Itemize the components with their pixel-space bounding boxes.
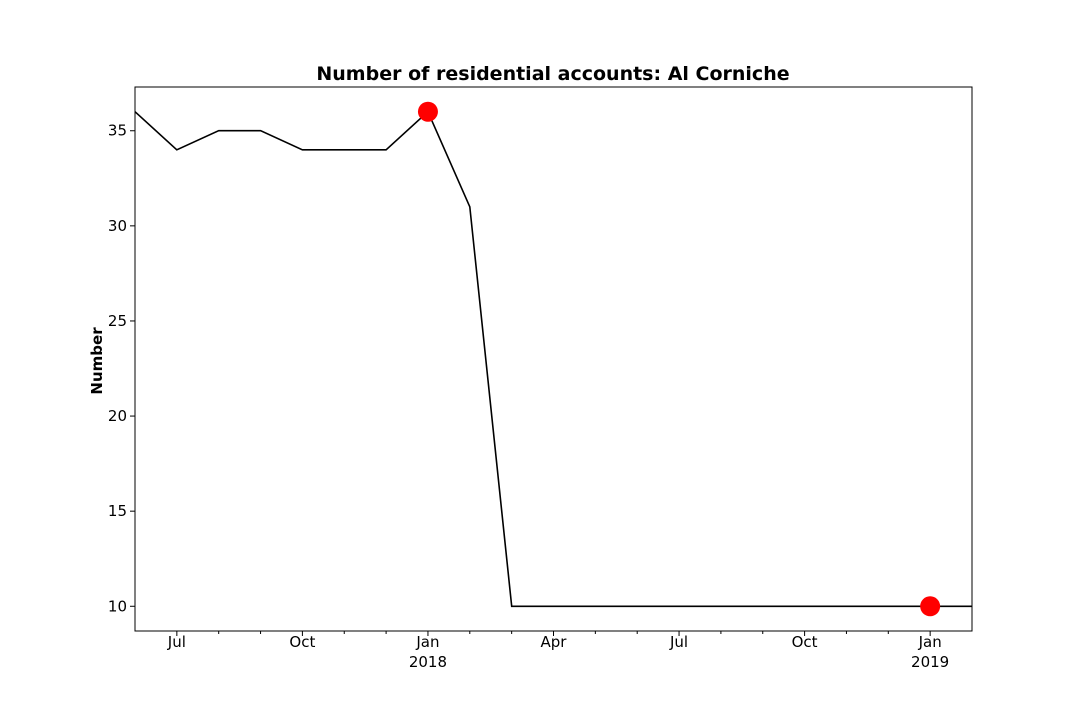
x-tick-label: Jan [918, 633, 942, 651]
y-tick-label: 30 [108, 217, 127, 235]
series-line [134, 110, 972, 608]
x-tick-label: Jul [669, 633, 688, 651]
y-tick-label: 35 [108, 122, 127, 140]
plot-area: 10 15 20 25 30 35 Jul Oct Jan 2018 Apr Jul Oct Jan 201… [108, 86, 973, 671]
x-tick-label: Jan [415, 633, 439, 651]
chart-title: Number of residential accounts: Al Corni… [316, 63, 789, 85]
y-axis-label: Number [88, 327, 106, 395]
x-tick-label: Apr [541, 633, 568, 651]
x-tick-year-label: 2018 [409, 653, 447, 671]
y-tick-label: 25 [108, 312, 127, 330]
y-tick-label: 20 [108, 407, 127, 425]
x-tick-label: Jul [167, 633, 186, 651]
highlight-marker [920, 596, 941, 617]
y-tick-label: 10 [108, 597, 127, 615]
y-tick-label: 15 [108, 502, 127, 520]
highlight-marker [417, 101, 438, 122]
x-tick-year-label: 2019 [911, 653, 949, 671]
x-tick-label: Oct [792, 633, 818, 651]
x-tick-label: Oct [289, 633, 315, 651]
